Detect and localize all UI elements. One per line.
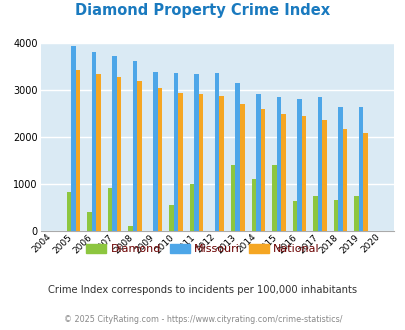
Bar <box>362 133 367 231</box>
Bar <box>153 72 158 231</box>
Bar <box>107 188 112 231</box>
Bar <box>271 165 276 231</box>
Text: © 2025 CityRating.com - https://www.cityrating.com/crime-statistics/: © 2025 CityRating.com - https://www.city… <box>64 315 341 324</box>
Bar <box>296 99 301 231</box>
Bar <box>158 88 162 231</box>
Bar <box>321 120 326 231</box>
Bar <box>214 73 219 231</box>
Bar <box>169 205 173 231</box>
Bar <box>358 107 362 231</box>
Bar <box>132 61 137 231</box>
Bar <box>173 73 178 231</box>
Legend: Diamond, Missouri, National: Diamond, Missouri, National <box>81 239 324 258</box>
Bar <box>198 94 203 231</box>
Bar <box>317 97 321 231</box>
Text: Diamond Property Crime Index: Diamond Property Crime Index <box>75 3 330 18</box>
Bar <box>333 200 337 231</box>
Bar <box>292 201 296 231</box>
Bar <box>137 81 141 231</box>
Bar <box>96 74 100 231</box>
Bar <box>112 56 117 231</box>
Bar <box>235 83 239 231</box>
Bar <box>66 192 71 231</box>
Bar <box>92 52 96 231</box>
Bar <box>239 104 244 231</box>
Bar <box>251 179 256 231</box>
Bar <box>230 165 235 231</box>
Bar <box>219 96 224 231</box>
Bar <box>87 212 92 231</box>
Bar <box>194 74 198 231</box>
Bar <box>71 46 75 231</box>
Bar <box>260 109 264 231</box>
Bar <box>128 226 132 231</box>
Bar <box>280 114 285 231</box>
Bar <box>337 107 342 231</box>
Bar <box>312 196 317 231</box>
Bar <box>190 184 194 231</box>
Bar <box>353 196 358 231</box>
Bar <box>117 77 121 231</box>
Bar <box>342 129 346 231</box>
Text: Crime Index corresponds to incidents per 100,000 inhabitants: Crime Index corresponds to incidents per… <box>48 285 357 295</box>
Bar <box>301 116 305 231</box>
Bar <box>256 94 260 231</box>
Bar <box>75 70 80 231</box>
Bar <box>178 93 183 231</box>
Bar <box>276 96 280 231</box>
